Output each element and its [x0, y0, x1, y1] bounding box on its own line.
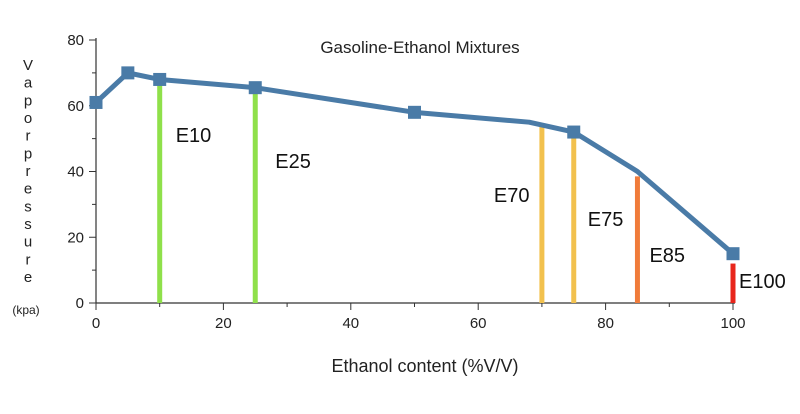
data-point: [248, 81, 262, 95]
y-axis-unit: (kpa): [12, 303, 39, 317]
blend-label: E10: [176, 125, 212, 147]
y-axis-label-letter: r: [26, 128, 31, 145]
y-axis-label-letter: p: [24, 145, 32, 162]
blend-label: E85: [649, 245, 685, 267]
blend-label: E25: [275, 151, 311, 173]
blend-labels: E10 E25 E70 E75 E85 E100: [176, 125, 786, 293]
y-tick-label: 40: [67, 164, 84, 181]
y-axis-label-letter: r: [26, 251, 31, 268]
x-axis-label: Ethanol content (%V/V): [331, 356, 518, 376]
x-tick-label: 40: [342, 315, 359, 332]
y-axis-label-letter: a: [24, 75, 33, 92]
x-tick-label: 20: [215, 315, 232, 332]
x-tick-label: 80: [597, 315, 614, 332]
data-point: [567, 125, 581, 139]
y-tick-label: 80: [67, 32, 84, 49]
data-point: [408, 105, 421, 119]
y-axis-label-letter: s: [24, 198, 32, 215]
axes: 0 20 40 60 80 100 0 20 40 60 80: [67, 32, 745, 332]
chart-title: Gasoline-Ethanol Mixtures: [320, 38, 519, 57]
blend-bars: [157, 79, 736, 303]
data-point: [121, 66, 135, 80]
y-axis-label-letter: u: [24, 234, 32, 251]
y-axis-label-letter: V: [23, 57, 33, 74]
x-tick-label: 60: [470, 315, 487, 332]
x-tick-label: 100: [720, 315, 745, 332]
data-point: [153, 72, 167, 86]
data-point: [726, 247, 740, 261]
x-tick-label: 0: [92, 315, 100, 332]
y-axis-label-letter: o: [24, 110, 32, 127]
y-tick-label: 20: [67, 229, 84, 246]
y-tick-label: 60: [67, 98, 84, 115]
y-axis-label-letter: e: [24, 181, 32, 198]
y-axis-label-letter: r: [26, 163, 31, 180]
y-tick-label: 0: [76, 295, 84, 312]
y-axis-label-letter: e: [24, 269, 32, 286]
data-point: [89, 95, 103, 109]
blend-label: E70: [494, 185, 530, 207]
y-axis-label-letter: s: [24, 216, 32, 233]
y-axis-label-letter: p: [24, 92, 32, 109]
blend-label: E100: [739, 271, 786, 293]
series: [89, 66, 740, 261]
blend-label: E75: [588, 209, 624, 231]
